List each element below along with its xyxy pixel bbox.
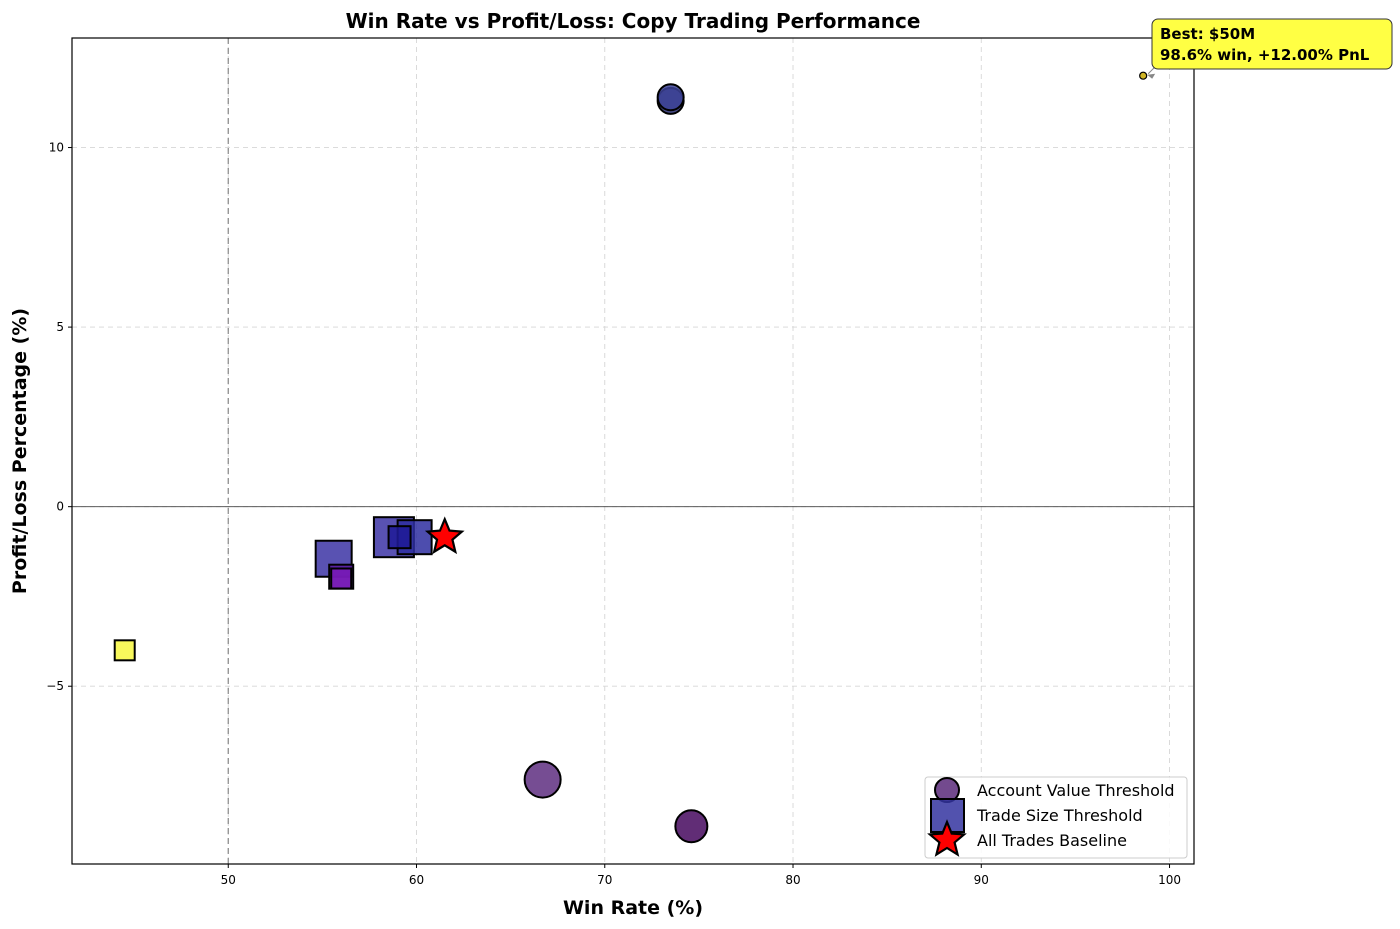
annotation-line2: 98.6% win, +12.00% PnL xyxy=(1160,46,1370,64)
best-annotation: Best: $50M 98.6% win, +12.00% PnL xyxy=(1147,18,1393,79)
data-points xyxy=(113,71,1148,844)
reference-lines xyxy=(72,38,1194,864)
account-value-point xyxy=(1139,71,1148,80)
y-axis-title: Profit/Loss Percentage (%) xyxy=(9,308,31,594)
account-value-point xyxy=(674,809,709,844)
legend-label: All Trades Baseline xyxy=(977,831,1127,850)
grid xyxy=(72,38,1194,864)
trade-size-point xyxy=(387,525,412,550)
legend-swatch-star xyxy=(927,819,967,857)
trade-size-point xyxy=(330,567,353,590)
legend-label: Account Value Threshold xyxy=(977,781,1175,800)
legend: Account Value Threshold Trade Size Thresh… xyxy=(924,776,1188,859)
x-tick-label: 100 xyxy=(1158,873,1181,887)
annotation-arrow-head xyxy=(1147,73,1156,79)
x-tick-label: 50 xyxy=(221,873,236,887)
x-tick-label: 60 xyxy=(409,873,424,887)
x-axis-title: Win Rate (%) xyxy=(563,897,703,919)
y-tick-label: 0 xyxy=(56,500,64,514)
trade-size-point xyxy=(113,639,136,662)
legend-box xyxy=(924,776,1188,859)
axis-ticks: 50 60 70 80 90 100 −5 0 5 10 xyxy=(46,141,1181,887)
annotation-box xyxy=(1151,18,1393,70)
y-tick-label: −5 xyxy=(46,679,64,693)
account-value-point xyxy=(656,83,685,112)
baseline-star-point xyxy=(424,516,465,555)
y-tick-label: 10 xyxy=(49,141,64,155)
y-tick-label: 5 xyxy=(56,320,64,334)
plot-frame xyxy=(71,37,1195,865)
x-tick-label: 80 xyxy=(785,873,800,887)
legend-label: Trade Size Threshold xyxy=(976,806,1143,825)
chart-title: Win Rate vs Profit/Loss: Copy Trading Pe… xyxy=(346,9,921,33)
x-tick-label: 70 xyxy=(597,873,612,887)
x-tick-label: 90 xyxy=(974,873,989,887)
account-value-point xyxy=(523,760,562,799)
legend-swatch-square xyxy=(930,798,965,833)
annotation-line1: Best: $50M xyxy=(1160,25,1255,43)
